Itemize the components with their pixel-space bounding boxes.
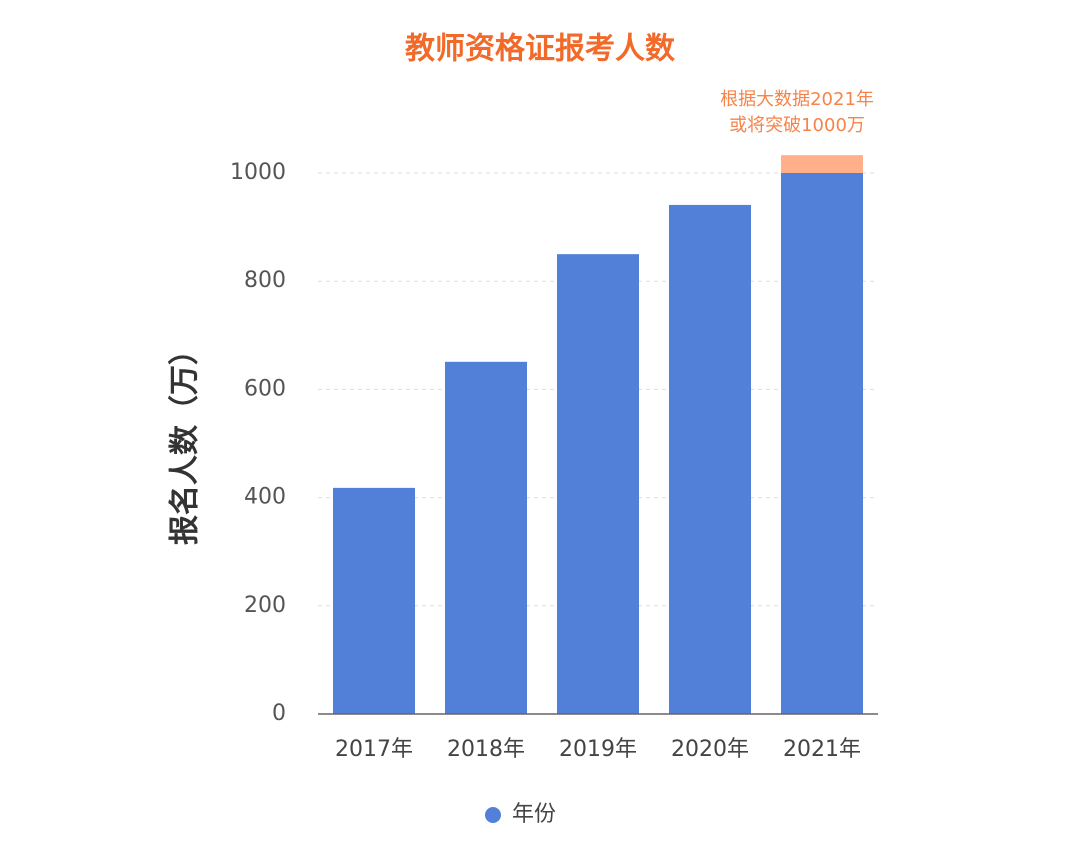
bar xyxy=(445,361,527,714)
bar xyxy=(333,487,415,714)
legend-label: 年份 xyxy=(512,802,556,827)
y-tick-label: 1000 xyxy=(230,160,286,185)
y-tick-label: 400 xyxy=(244,485,286,510)
chart-title: 教师资格证报考人数 xyxy=(405,32,676,67)
y-tick-label: 0 xyxy=(272,701,286,726)
x-tick-label: 2017年 xyxy=(335,737,413,762)
x-tick-label: 2018年 xyxy=(447,737,525,762)
bar xyxy=(781,173,863,714)
bar xyxy=(557,254,639,714)
y-tick-label: 600 xyxy=(244,376,286,401)
y-tick-label: 200 xyxy=(244,593,286,618)
annotation: 或将突破1000万 xyxy=(729,115,865,136)
y-axis-title: 报名人数（万） xyxy=(168,335,203,545)
legend-swatch xyxy=(485,807,501,823)
annotation: 根据大数据2021年 xyxy=(720,89,874,110)
x-tick-label: 2021年 xyxy=(783,737,861,762)
bar xyxy=(781,155,863,173)
x-tick-label: 2019年 xyxy=(559,737,637,762)
x-tick-label: 2020年 xyxy=(671,737,749,762)
y-tick-label: 800 xyxy=(244,268,286,293)
bar xyxy=(669,204,751,714)
